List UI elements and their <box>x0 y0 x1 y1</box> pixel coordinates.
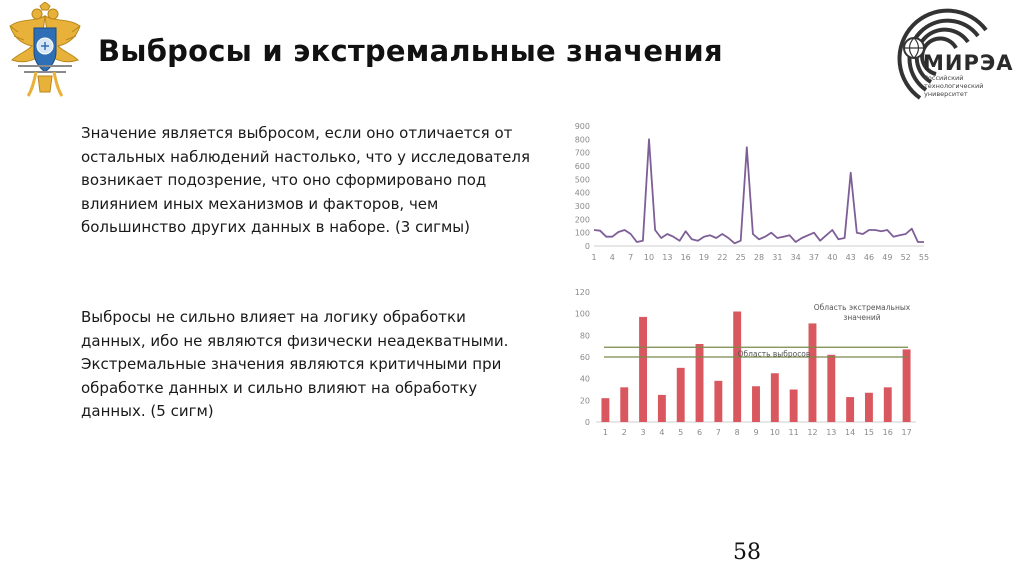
x-tick-label: 31 <box>772 253 782 262</box>
x-tick-label: 16 <box>883 428 893 437</box>
x-tick-label: 5 <box>678 428 683 437</box>
x-tick-label: 37 <box>809 253 819 262</box>
bar <box>846 397 855 422</box>
x-tick-label: 1 <box>603 428 608 437</box>
bar <box>808 323 817 422</box>
x-tick-label: 3 <box>641 428 646 437</box>
x-tick-label: 11 <box>789 428 799 437</box>
x-tick-label: 22 <box>717 253 727 262</box>
y-tick-label: 20 <box>580 396 590 405</box>
y-tick-label: 120 <box>575 288 590 297</box>
ministry-emblem-icon <box>9 2 81 97</box>
x-tick-label: 9 <box>753 428 758 437</box>
y-tick-label: 0 <box>585 242 590 251</box>
x-tick-label: 49 <box>882 253 892 262</box>
x-tick-label: 4 <box>610 253 615 262</box>
slide-title: Выбросы и экстремальные значения <box>98 34 723 68</box>
y-tick-label: 900 <box>575 122 590 131</box>
bar <box>601 398 610 422</box>
bar <box>752 386 760 422</box>
y-tick-label: 800 <box>575 135 590 144</box>
page-number: 58 <box>733 540 761 565</box>
definition-paragraph: Значение является выбросом, если оно отл… <box>81 124 530 236</box>
x-tick-label: 1 <box>591 253 596 262</box>
x-tick-label: 6 <box>697 428 702 437</box>
bar <box>789 389 798 422</box>
x-tick-label: 12 <box>807 428 817 437</box>
logo-subtitle: Российский технологический университет <box>924 74 984 98</box>
bar <box>864 392 873 422</box>
annotation-extreme-values: Область экстремальных значений <box>814 303 911 322</box>
x-tick-label: 17 <box>901 428 911 437</box>
y-tick-label: 100 <box>575 229 590 238</box>
y-tick-label: 400 <box>575 189 590 198</box>
bar <box>639 316 648 422</box>
bar <box>657 394 666 422</box>
x-tick-label: 10 <box>770 428 780 437</box>
bar <box>676 367 685 422</box>
y-tick-label: 100 <box>575 310 590 319</box>
x-tick-label: 55 <box>919 253 929 262</box>
y-tick-label: 0 <box>585 418 590 427</box>
bar <box>770 373 779 422</box>
bar <box>620 387 629 422</box>
x-tick-label: 7 <box>628 253 633 262</box>
bar <box>733 311 742 422</box>
mirea-logo-icon <box>897 8 988 100</box>
bar <box>902 349 911 422</box>
x-tick-label: 4 <box>659 428 664 437</box>
x-tick-label: 34 <box>791 253 801 262</box>
x-tick-label: 43 <box>846 253 856 262</box>
bar <box>827 354 836 422</box>
bar <box>883 387 892 422</box>
x-tick-label: 25 <box>736 253 746 262</box>
logo-name: МИРЭА <box>923 51 1014 75</box>
y-tick-label: 600 <box>575 162 590 171</box>
x-tick-label: 40 <box>827 253 837 262</box>
y-tick-label: 80 <box>580 331 590 340</box>
y-tick-label: 200 <box>575 215 590 224</box>
x-tick-label: 14 <box>845 428 855 437</box>
y-tick-label: 60 <box>580 353 590 362</box>
x-tick-label: 10 <box>644 253 654 262</box>
y-tick-label: 700 <box>575 149 590 158</box>
outliers-line-chart: 0 100 200 300 400 500 600 700 800 900 1 4 7 10 13 16 19 2… <box>575 122 929 262</box>
series-line <box>593 138 924 245</box>
x-tick-label: 28 <box>754 253 764 262</box>
y-tick-label: 500 <box>575 175 590 184</box>
bar <box>695 344 704 422</box>
x-tick-label: 13 <box>826 428 836 437</box>
annotation-outliers: Область выбросов <box>738 349 811 358</box>
bar <box>714 380 723 422</box>
x-tick-label: 8 <box>735 428 740 437</box>
x-tick-label: 16 <box>681 253 691 262</box>
extreme-values-paragraph: Выбросы не сильно влияет на логику обраб… <box>81 308 509 420</box>
x-tick-label: 2 <box>622 428 627 437</box>
x-tick-label: 7 <box>716 428 721 437</box>
x-tick-label: 15 <box>864 428 874 437</box>
y-tick-label: 300 <box>575 202 590 211</box>
x-tick-label: 19 <box>699 253 709 262</box>
x-tick-label: 52 <box>901 253 911 262</box>
x-tick-label: 46 <box>864 253 874 262</box>
x-tick-label: 13 <box>662 253 672 262</box>
y-tick-label: 40 <box>580 375 590 384</box>
